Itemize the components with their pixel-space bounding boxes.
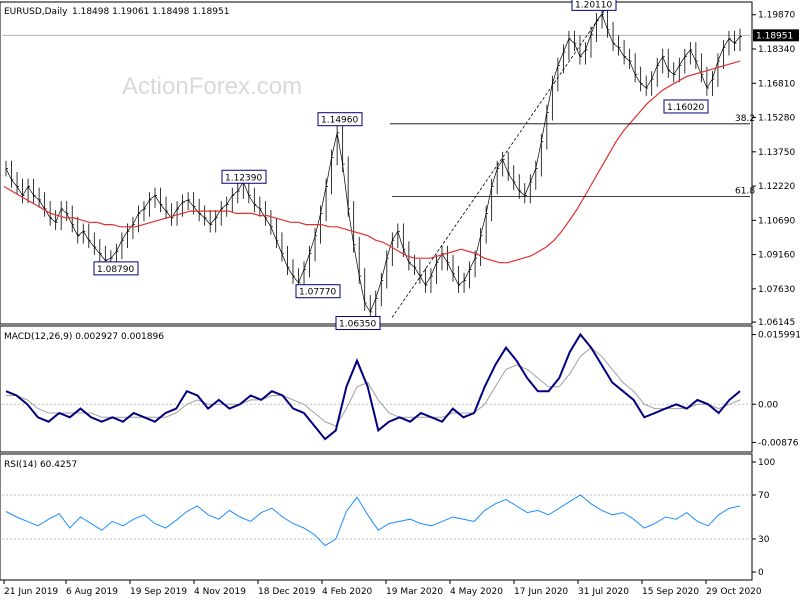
annotation-label: 1.08790 [97, 265, 134, 275]
current-price-label: 1.18951 [756, 31, 793, 41]
price-y-tick-label: 1.12220 [758, 182, 795, 192]
price-panel-frame [0, 1, 753, 325]
price-y-tick-label: 1.10690 [758, 216, 795, 226]
x-tick-label: 19 Mar 2020 [386, 587, 443, 597]
x-tick-label: 15 Sep 2020 [642, 587, 699, 597]
macd-y-tick-label: 0.015991 [758, 331, 800, 341]
watermark: ActionForex.com [122, 73, 302, 100]
annotation-box [335, 316, 381, 331]
price-y-tick-label: 1.07630 [758, 285, 795, 295]
price-y-tick-label: 1.19870 [758, 11, 795, 21]
x-tick-label: 6 Aug 2019 [66, 587, 118, 597]
price-y-tick-label: 1.18340 [758, 45, 795, 55]
rsi-panel-frame [0, 453, 753, 581]
annotation-label: 1.14960 [321, 116, 358, 126]
macd-y-tick-label: 0.00 [758, 400, 778, 410]
x-tick-label: 21 Jun 2019 [4, 587, 58, 597]
price-line [5, 13, 741, 313]
fibonacci-label: 61.8 [735, 187, 755, 197]
x-tick-label: 29 Oct 2020 [706, 587, 762, 597]
x-tick-label: 19 Sep 2019 [130, 587, 187, 597]
x-axis: 21 Jun 2019 6 Aug 2019 19 Sep 2019 4 Nov 20… [3, 580, 762, 597]
fibonacci-label: 38.2 [735, 114, 755, 124]
chart-symbol: EURUSD,Daily [4, 7, 68, 17]
rsi-line [5, 494, 741, 547]
current-price-box [753, 29, 799, 42]
annotation-label: 1.06350 [339, 320, 376, 330]
macd-plot: 0.015991 0.00 -0.00876 [2, 331, 800, 448]
annotation-box [317, 112, 363, 127]
rsi-label: RSI(14) 60.4257 [4, 460, 77, 470]
rsi-y-tick-label: 70 [758, 491, 770, 501]
rsi-y-tick-label: 100 [758, 458, 775, 468]
price-y-tick-label: 1.15280 [758, 114, 795, 124]
x-tick-label: 31 Jul 2020 [578, 587, 629, 597]
rsi-plot: 100 70 30 0 [2, 458, 775, 578]
annotation-box [663, 99, 709, 114]
annotation-box [571, 0, 617, 11]
price-y-tick-label: 1.06145 [758, 318, 795, 328]
annotation-box [221, 169, 267, 184]
chart-ohlc: 1.18498 1.19061 1.18498 1.18951 [72, 7, 229, 17]
rsi-y-tick-label: 30 [758, 535, 770, 545]
annotation-box [295, 284, 341, 299]
annotation-label: 1.20110 [575, 0, 612, 10]
x-tick-label: 18 Dec 2019 [258, 587, 316, 597]
macd-line [5, 332, 741, 441]
x-tick-label: 4 Nov 2019 [194, 587, 246, 597]
annotation-label: 1.07770 [299, 288, 336, 298]
macd-y-tick-label: -0.00876 [758, 438, 799, 448]
price-y-tick-label: 1.16810 [758, 79, 795, 89]
trend-line [391, 9, 606, 318]
macd-signal-line [6, 346, 741, 427]
rsi-y-tick-label: 0 [758, 568, 764, 578]
annotation-label: 1.16020 [667, 103, 704, 113]
price-y-tick-label: 1.09160 [758, 251, 795, 261]
x-tick-label: 4 May 2020 [450, 587, 503, 597]
x-tick-label: 17 Jun 2020 [514, 587, 568, 597]
macd-label: MACD(12,26,9) 0.002927 0.001896 [4, 332, 164, 342]
moving-average-line [3, 60, 741, 264]
macd-panel-frame [0, 325, 753, 453]
annotation-label: 1.12390 [225, 173, 262, 183]
price-plot: 1.19870 1.18340 1.16810 1.15280 1.13750 1.122… [2, 0, 799, 331]
annotation-box [93, 261, 139, 276]
x-tick-label: 4 Feb 2020 [322, 587, 373, 597]
price-y-tick-label: 1.13750 [758, 148, 795, 158]
